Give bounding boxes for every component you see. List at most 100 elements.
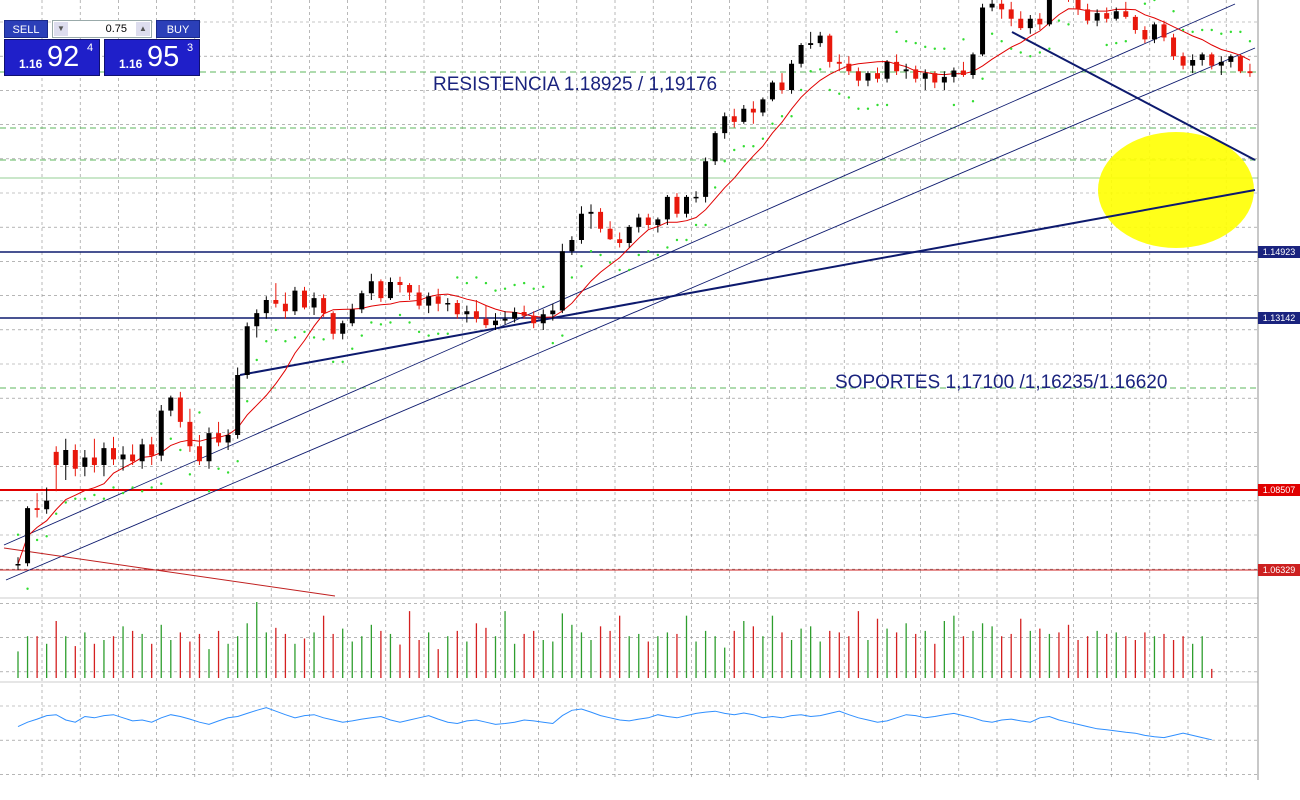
sar-dot [885, 103, 889, 107]
sar-dot [303, 330, 306, 334]
candle-body [349, 309, 355, 324]
candle-body [15, 564, 21, 566]
resistance-annotation: RESISTENCIA 1.18925 / 1,19176 [433, 74, 718, 95]
sar-dot [236, 460, 239, 463]
candle-body [827, 35, 833, 62]
candle-body [387, 282, 393, 299]
sar-dot [542, 285, 545, 289]
candle-body [1037, 18, 1043, 25]
sar-dot [1191, 30, 1194, 34]
candle-body [989, 3, 995, 8]
candle-body [292, 290, 298, 312]
sar-dot [723, 160, 726, 163]
sar-dot [360, 334, 363, 337]
sar-dot [828, 88, 831, 92]
lot-size-input[interactable] [71, 21, 133, 37]
candle-body [1113, 11, 1119, 19]
candle-body [960, 70, 966, 75]
sar-dot [522, 281, 526, 285]
sell-price-button[interactable]: 1.16 92 4 [4, 39, 100, 76]
sar-dot [465, 281, 469, 285]
sar-dot [1019, 51, 1022, 54]
sar-dot [580, 265, 583, 268]
buy-price-prefix: 1.16 [119, 57, 143, 71]
candle-body [1075, 0, 1081, 10]
buy-price-button[interactable]: 1.16 95 3 [104, 39, 200, 76]
candle-body [674, 196, 680, 214]
sar-dot [188, 473, 192, 476]
sar-dot [675, 238, 679, 242]
level-tag-2: 1.13142 [1258, 312, 1300, 324]
moving-average-line [17, 8, 1251, 565]
lot-decrease-icon[interactable]: ▼ [54, 22, 68, 36]
candle-body [359, 293, 365, 310]
sar-dot [914, 41, 917, 45]
candle-body [894, 61, 900, 72]
sar-dot [819, 68, 822, 71]
one-click-trading-panel: SELL ▼ ▲ BUY 1.16 92 4 1.16 95 3 [4, 20, 200, 76]
buy-button[interactable]: BUY [156, 20, 200, 38]
sar-dot [1000, 40, 1003, 43]
sar-dot [532, 287, 535, 290]
sar-dot [341, 360, 344, 364]
candle-body [473, 311, 479, 319]
sar-dot [475, 276, 478, 279]
sar-dot [981, 77, 984, 80]
candle-body [980, 7, 986, 55]
candle-body [1085, 9, 1091, 21]
sar-dot [933, 47, 936, 50]
sar-dot [752, 145, 755, 148]
sar-dot [322, 338, 325, 341]
candle-body [311, 298, 317, 308]
sar-dot [503, 287, 507, 290]
candle-body [865, 73, 871, 81]
lot-increase-icon[interactable]: ▲ [136, 22, 150, 36]
candle-body [1247, 71, 1253, 74]
sar-dot [1172, 10, 1175, 13]
candle-body [722, 116, 728, 134]
candle-body [1008, 9, 1014, 19]
sar-dot [809, 70, 812, 73]
candle-body [378, 281, 384, 299]
sar-dot [16, 533, 20, 536]
candle-body [206, 433, 212, 462]
sell-price-fraction: 4 [87, 42, 94, 54]
candle-body [53, 451, 59, 465]
level-tag-1: 1.14923 [1258, 246, 1300, 258]
sar-dot [847, 96, 851, 99]
sar-dot [685, 238, 688, 242]
candle-body [273, 300, 279, 304]
candle-body [502, 318, 508, 321]
sar-dot [64, 501, 67, 504]
sar-dot [1143, 2, 1147, 5]
sar-dot [265, 340, 268, 343]
sar-dot [1181, 28, 1185, 32]
candle-body [1180, 56, 1186, 66]
highlight-ellipse [1098, 132, 1254, 248]
candle-body [836, 61, 842, 64]
candle-body [235, 375, 241, 435]
candle-body [559, 251, 565, 311]
sar-dot [943, 47, 946, 50]
candle-body [1094, 13, 1100, 21]
candle-body [789, 63, 795, 90]
candle-body [731, 116, 737, 122]
sar-dot [876, 103, 879, 107]
candle-body [1199, 54, 1205, 60]
candle-body [101, 448, 107, 465]
sar-dot [570, 276, 574, 279]
sar-dot [255, 358, 258, 362]
candle-body [1161, 24, 1167, 38]
candle-body [626, 226, 632, 243]
sar-dot [666, 246, 669, 249]
sar-dot [637, 253, 640, 257]
sar-dot [1057, 19, 1061, 22]
sar-dot [494, 289, 497, 292]
trendline-old [3, 547, 336, 597]
candle-body [168, 397, 174, 411]
lot-size-field[interactable]: ▼ ▲ [52, 20, 152, 38]
sell-button[interactable]: SELL [4, 20, 48, 38]
sar-dot [647, 250, 650, 253]
